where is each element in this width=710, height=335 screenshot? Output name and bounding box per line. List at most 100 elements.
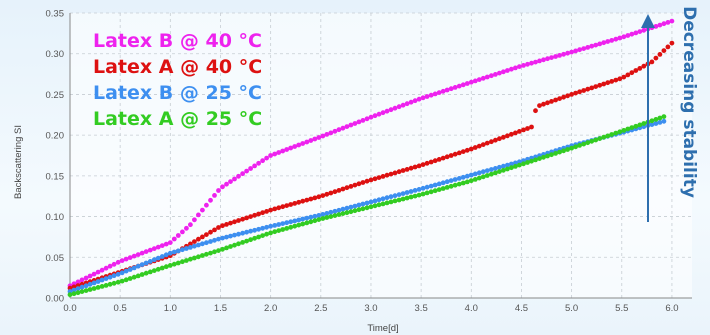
data-point: [147, 269, 153, 275]
data-point: [103, 283, 109, 288]
data-point: [79, 289, 85, 294]
data-point: [123, 268, 129, 274]
data-point: [501, 163, 506, 169]
data-point: [99, 284, 105, 289]
data-point: [665, 44, 671, 50]
data-point: [416, 192, 422, 198]
data-point: [224, 245, 229, 251]
data-point: [244, 168, 250, 174]
data-point: [637, 29, 643, 34]
data-point: [625, 72, 631, 78]
data-point: [240, 240, 246, 245]
data-point: [99, 267, 105, 273]
data-point: [220, 223, 225, 229]
data-point: [521, 127, 526, 133]
x-tick-label: 1.0: [164, 303, 177, 314]
data-point: [272, 206, 278, 212]
data-point: [432, 91, 438, 97]
x-tick-label: 2.5: [314, 303, 327, 314]
data-point: [621, 74, 627, 80]
data-point: [553, 54, 558, 59]
data-point: [372, 113, 378, 119]
data-point: [649, 122, 655, 127]
data-point: [464, 179, 470, 185]
data-point: [501, 69, 506, 75]
data-point: [67, 292, 73, 298]
data-point: [115, 271, 121, 277]
data-point: [284, 147, 290, 152]
data-point: [320, 216, 326, 221]
legend-latex-a-40: Latex A @ 40 °C: [93, 56, 262, 78]
data-point: [364, 116, 370, 122]
data-point: [589, 138, 595, 144]
y-tick-label: 0.10: [46, 212, 65, 223]
data-point: [175, 233, 181, 238]
data-point: [184, 225, 189, 231]
y-tick-label: 0.20: [46, 131, 65, 142]
data-point: [561, 51, 566, 57]
data-point: [204, 202, 209, 208]
data-point: [613, 77, 619, 83]
axes: 0.00 0.05 0.10 0.15 0.20 0.25 0.30 0.35 0.0 0.5 1.…: [46, 9, 692, 314]
data-point: [412, 193, 418, 199]
data-point: [143, 260, 149, 266]
data-point: [312, 213, 318, 219]
data-point: [155, 255, 161, 261]
data-point: [665, 20, 671, 25]
data-point: [180, 259, 185, 265]
data-point: [489, 171, 494, 177]
data-point: [107, 263, 113, 269]
stability-label: Decreasing stability: [679, 6, 699, 198]
data-point: [436, 181, 442, 187]
data-point: [553, 97, 558, 103]
data-point: [344, 210, 350, 216]
data-point: [529, 60, 534, 66]
data-point: [296, 217, 302, 223]
data-point: [352, 121, 358, 126]
data-point: [284, 226, 290, 231]
data-point: [200, 207, 205, 213]
data-point: [601, 81, 607, 87]
data-point: [220, 246, 225, 252]
data-point: [352, 203, 358, 209]
data-point: [557, 53, 562, 58]
data-point: [609, 79, 615, 84]
data-point: [224, 181, 229, 187]
data-point: [601, 134, 607, 140]
data-point: [577, 143, 582, 148]
data-point: [525, 126, 530, 131]
data-point: [316, 213, 322, 218]
data-point: [569, 49, 574, 55]
data-point: [316, 135, 322, 140]
data-point: [163, 252, 169, 258]
data-point: [420, 185, 426, 191]
data-point: [292, 144, 298, 149]
data-point: [392, 198, 398, 204]
data-point: [376, 202, 382, 208]
series-1: [67, 18, 675, 289]
data-point: [541, 101, 546, 107]
data-point: [324, 191, 330, 197]
data-point: [131, 265, 137, 271]
data-point: [661, 21, 667, 27]
data-point: [228, 220, 233, 226]
data-point: [521, 63, 526, 68]
data-point: [517, 162, 522, 168]
data-point: [276, 150, 282, 155]
data-point: [605, 80, 611, 86]
data-point: [324, 211, 330, 216]
data-point: [175, 248, 181, 254]
data-point: [264, 224, 269, 230]
data-point: [585, 86, 591, 92]
data-point: [192, 255, 197, 261]
data-point: [159, 243, 165, 249]
data-point: [236, 231, 241, 237]
data-point: [228, 233, 233, 239]
data-point: [188, 222, 193, 228]
data-point: [509, 66, 514, 72]
data-point: [384, 172, 390, 178]
data-point: [533, 59, 538, 65]
data-point: [212, 193, 217, 198]
data-point: [276, 205, 282, 211]
